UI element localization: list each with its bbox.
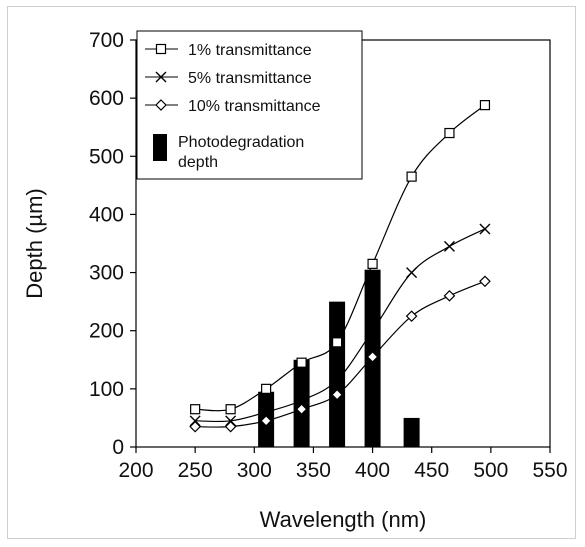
x-axis-title: Wavelength (nm) <box>260 507 427 532</box>
data-point-x <box>480 224 490 234</box>
y-tick-label: 200 <box>89 320 124 343</box>
y-tick-label: 100 <box>89 378 124 401</box>
x-tick-label: 500 <box>473 459 508 482</box>
data-point-square <box>368 259 377 268</box>
y-tick-label: 600 <box>89 87 124 110</box>
data-point-square <box>407 172 416 181</box>
legend-label: 5% transmittance <box>188 70 312 87</box>
y-tick-label: 0 <box>112 436 124 459</box>
data-point-diamond <box>444 291 454 301</box>
data-point-diamond <box>226 422 236 432</box>
y-tick-label: 700 <box>89 29 124 52</box>
x-tick-label: 450 <box>414 459 449 482</box>
data-point-square <box>480 101 489 110</box>
legend-label: 10% transmittance <box>188 98 321 115</box>
legend-bar-swatch <box>153 134 167 161</box>
y-axis-title: Depth (µm) <box>22 188 47 298</box>
data-point-square <box>333 338 342 347</box>
y-tick-label: 300 <box>89 262 124 285</box>
data-point-square <box>297 358 306 367</box>
legend-label: Photodegradation <box>178 134 304 151</box>
data-point-diamond <box>190 422 200 432</box>
data-point-square <box>262 384 271 393</box>
data-point-x <box>444 241 454 251</box>
depth-vs-wavelength-chart: 200 250 300 350 400 450 500 550 0 100 200 300 400 500… <box>8 7 575 538</box>
legend-label: depth <box>178 154 218 171</box>
data-point-x <box>407 268 417 278</box>
legend-marker-square <box>157 45 166 54</box>
y-tick-label: 400 <box>89 203 124 226</box>
x-tick-label: 300 <box>237 459 272 482</box>
x-tick-label: 350 <box>296 459 331 482</box>
data-point-square <box>226 405 235 414</box>
legend: 1% transmittance 5% transmittance 10% tran… <box>137 31 362 179</box>
y-tick-label: 500 <box>89 145 124 168</box>
x-tick-label: 550 <box>532 459 567 482</box>
bars-layer <box>258 270 419 447</box>
chart-frame: 200 250 300 350 400 450 500 550 0 100 200 300 400 500… <box>7 6 576 539</box>
photodegradation-bar <box>404 418 420 447</box>
x-tick-label: 250 <box>178 459 213 482</box>
legend-label: 1% transmittance <box>188 42 312 59</box>
x-tick-label: 200 <box>118 459 153 482</box>
data-point-square <box>445 129 454 138</box>
data-point-diamond <box>480 276 490 286</box>
data-point-square <box>191 405 200 414</box>
x-tick-label: 400 <box>355 459 390 482</box>
